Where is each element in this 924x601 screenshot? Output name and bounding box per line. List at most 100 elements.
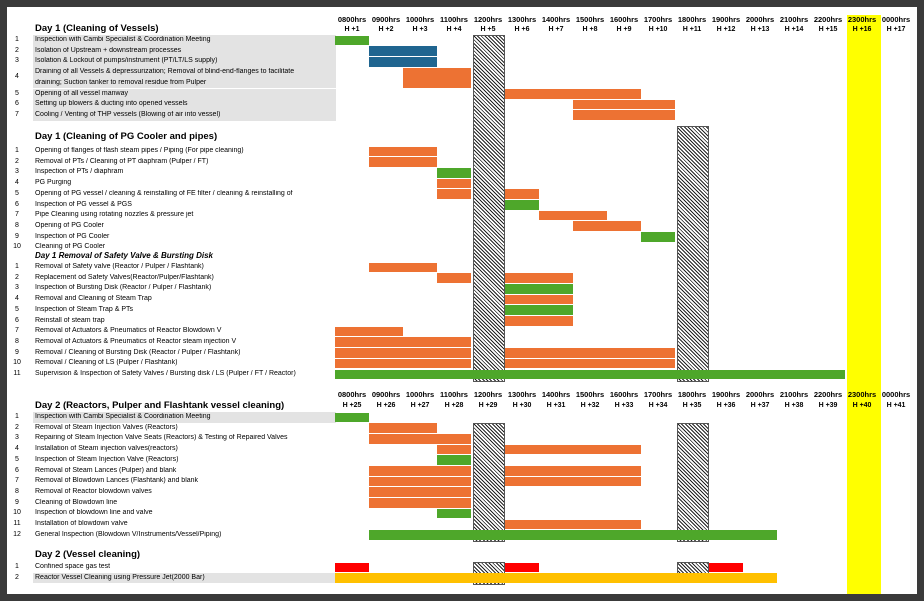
header-hour: H +9 [607, 26, 641, 33]
task-label: Inspection with Cambi Specialist & Coord… [35, 36, 335, 43]
gantt-bar [573, 100, 675, 110]
header-hour: H +16 [845, 26, 879, 33]
task-label: Inspection of Bursting Disk (Reactor / P… [35, 284, 335, 291]
task-label: Removal / Cleaning of LS (Pulper / Flash… [35, 359, 335, 366]
gantt-bar [403, 68, 471, 88]
task-number: 4 [7, 295, 27, 306]
header-hour: H +3 [403, 26, 437, 33]
task-label: Opening of all vessel manway [35, 90, 335, 97]
header-hour: H +27 [403, 402, 437, 409]
gantt-bar [369, 157, 437, 167]
header-time: 1900hrs [709, 390, 743, 399]
gantt-bar [505, 466, 641, 476]
gantt-bar [437, 445, 471, 455]
gantt-bar [437, 273, 471, 283]
task-label: Reinstall of steam trap [35, 317, 335, 324]
task-number: 3 [7, 284, 27, 295]
task-number: 1 [7, 36, 27, 47]
task-label: Pipe Cleaning using rotating nozzles & p… [35, 211, 335, 218]
header-time: 2000hrs [743, 15, 777, 24]
task-label: General Inspection (Blowdown V/Instrumen… [35, 531, 335, 538]
task-label: Removal of Reactor blowdown valves [35, 488, 335, 495]
gantt-bar [335, 36, 369, 46]
gantt-bar [505, 295, 573, 305]
header-hour: H +39 [811, 402, 845, 409]
task-number: 2 [7, 158, 27, 169]
gantt-bar [369, 147, 437, 157]
gantt-bar [505, 445, 641, 455]
header-time: 1600hrs [607, 390, 641, 399]
header-time: 0800hrs [335, 390, 369, 399]
header-hour: H +10 [641, 26, 675, 33]
task-label: Installation of blowdown valve [35, 520, 335, 527]
task-number: 4 [7, 179, 27, 190]
gantt-bar [505, 359, 675, 369]
task-number: 1 [7, 147, 27, 158]
header-hour: H +40 [845, 402, 879, 409]
header-time: 0000hrs [879, 390, 913, 399]
gantt-bar [369, 530, 777, 540]
break-hatch [473, 35, 505, 382]
header-time: 2200hrs [811, 390, 845, 399]
task-label: Confined space gas test [35, 563, 335, 570]
task-number: 11 [7, 520, 27, 531]
task-label: Repairing of Steam Injection Valve Seats… [35, 434, 335, 441]
header-hour: H +30 [505, 402, 539, 409]
gantt-bar [369, 466, 471, 476]
task-label: Removal / Cleaning of Bursting Disk (Rea… [35, 349, 335, 356]
task-label: Opening of flanges of flash steam pipes … [35, 147, 335, 154]
header-time: 0000hrs [879, 15, 913, 24]
header-time: 1000hrs [403, 390, 437, 399]
header-hour: H +35 [675, 402, 709, 409]
task-number: 9 [7, 349, 27, 360]
task-number: 2 [7, 47, 27, 58]
header-hour: H +14 [777, 26, 811, 33]
gantt-bar [335, 327, 403, 337]
header-time: 1800hrs [675, 15, 709, 24]
header-time: 0900hrs [369, 390, 403, 399]
header-time: 2300hrs [845, 390, 879, 399]
task-label: Inspection of PG vessel & PGS [35, 201, 335, 208]
task-number: 12 [7, 531, 27, 542]
gantt-bar [437, 509, 471, 519]
gantt-bar [505, 284, 573, 294]
header-time: 1100hrs [437, 390, 471, 399]
task-number: 6 [7, 467, 27, 478]
header-time: 1600hrs [607, 15, 641, 24]
task-label: Inspection of PTs / diaphram [35, 168, 335, 175]
task-number: 1 [7, 263, 27, 274]
header-time: 1700hrs [641, 390, 675, 399]
task-label-continued: draining; Suction tanker to removal resi… [35, 79, 335, 86]
header-hour: H +15 [811, 26, 845, 33]
task-label: Inspection of PG Cooler [35, 233, 335, 240]
task-label: Isolation & Lockout of pumps/instrument … [35, 57, 335, 64]
gantt-bar [369, 477, 471, 487]
gantt-bar [335, 370, 845, 380]
gantt-bar [335, 413, 369, 423]
header-hour: H +11 [675, 26, 709, 33]
task-number: 7 [7, 111, 27, 122]
gantt-bar [335, 348, 471, 358]
task-number: 3 [7, 168, 27, 179]
task-label: Replacement od Safety Valves(Reactor/Pul… [35, 274, 335, 281]
task-label: Isolation of Upstream + downstream proce… [35, 47, 335, 54]
header-hour: H +38 [777, 402, 811, 409]
task-number: 10 [7, 243, 27, 254]
break-hatch [677, 423, 709, 543]
task-label: Supervision & Inspection of Safety Valve… [35, 370, 335, 377]
task-label: Setting up blowers & ducting into opened… [35, 100, 335, 107]
schedule-sheet: 0800hrs 0900hrs 1000hrs 1100hrs 1200hrs 1300h… [7, 7, 917, 594]
task-label: Inspection of Steam Trap & PTs [35, 306, 335, 313]
task-number: 5 [7, 190, 27, 201]
header-time: 0800hrs [335, 15, 369, 24]
task-label: Opening of PG vessel / cleaning & reinst… [35, 190, 335, 197]
task-number: 2 [7, 424, 27, 435]
gantt-bar [505, 348, 675, 358]
task-number: 11 [7, 370, 27, 381]
header-time: 2300hrs [845, 15, 879, 24]
task-label: Removal of Safety valve (Reactor / Pulpe… [35, 263, 335, 270]
task-number: 5 [7, 306, 27, 317]
header-time: 1300hrs [505, 15, 539, 24]
task-label: Draining of all Vessels & depressurizati… [35, 68, 335, 75]
gantt-bar [369, 498, 471, 508]
